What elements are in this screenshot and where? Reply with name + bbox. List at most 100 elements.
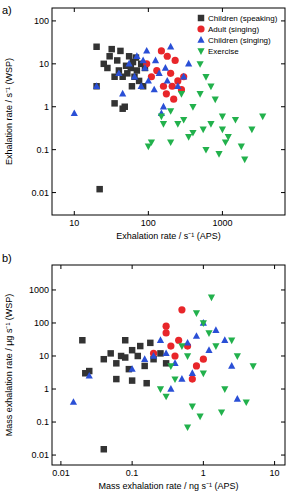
point [212, 96, 219, 103]
x-axis-title: Exhalation rate / s⁻¹ (APS) [116, 231, 221, 241]
point [178, 91, 185, 98]
point [167, 363, 174, 370]
point [157, 386, 164, 393]
x-tick-top [203, 265, 204, 269]
y-tick-label: 0.1 [36, 417, 49, 427]
point [96, 186, 102, 192]
point [180, 117, 187, 124]
plot-frame [52, 8, 285, 215]
point [111, 100, 117, 106]
point [138, 82, 145, 89]
point [163, 329, 170, 336]
point [167, 139, 174, 146]
y-tick [52, 289, 56, 290]
x-tick [148, 211, 149, 215]
y-tick-label: 1000 [29, 285, 49, 295]
point [163, 394, 170, 401]
point [215, 151, 222, 158]
point [170, 96, 177, 103]
point [117, 48, 123, 54]
point [222, 139, 229, 146]
point [167, 108, 174, 115]
x-tick-label: 0.01 [52, 468, 70, 478]
figure: a)1010010000.010.1110100Exhalation rate … [0, 0, 293, 500]
point [164, 53, 171, 60]
x-tick-label: 1 [201, 468, 206, 478]
point [259, 114, 266, 121]
point [200, 371, 207, 378]
points [71, 43, 267, 193]
legend: Children (speaking)Adult (singing)Childr… [197, 14, 277, 56]
x-tick-top [132, 265, 133, 269]
point [106, 53, 112, 59]
y-tick-right [281, 322, 285, 323]
point [133, 52, 140, 59]
panel-label: a) [2, 4, 12, 16]
point [207, 84, 214, 91]
point [157, 350, 163, 356]
point [163, 323, 170, 330]
point [141, 363, 147, 369]
legend-marker [198, 15, 204, 21]
point [70, 398, 77, 405]
plot-frame [52, 265, 285, 465]
point [174, 121, 181, 128]
y-tick [52, 355, 56, 356]
point [151, 86, 158, 93]
point [171, 352, 178, 359]
y-tick-right [281, 20, 285, 21]
point [180, 73, 187, 80]
point [189, 130, 196, 137]
point [175, 337, 182, 344]
point [234, 353, 241, 360]
point [147, 340, 153, 346]
y-tick-right [281, 63, 285, 64]
legend-marker [197, 48, 204, 55]
legend-label: Children (singing) [208, 36, 271, 45]
point [219, 114, 226, 121]
point [207, 121, 214, 128]
point [104, 65, 110, 71]
point [157, 336, 164, 343]
y-tick-label: 0.01 [31, 450, 49, 460]
y-tick-right [281, 106, 285, 107]
point [79, 337, 85, 343]
y-tick [52, 20, 56, 21]
y-axis-title: Mass exhalation rate / μg s⁻¹ (WSP) [4, 294, 14, 437]
y-tick-label: 100 [34, 16, 49, 26]
point [113, 376, 119, 382]
point [101, 446, 107, 452]
x-tick-top [222, 8, 223, 12]
legend-marker [197, 25, 204, 32]
point [163, 90, 170, 97]
point [115, 69, 122, 76]
point [141, 64, 148, 71]
point [93, 83, 99, 89]
point [193, 362, 200, 369]
point [129, 83, 135, 89]
point [163, 349, 170, 356]
point [197, 414, 204, 421]
y-tick [52, 455, 56, 456]
point [141, 355, 148, 362]
point [189, 404, 196, 411]
point [189, 369, 196, 376]
x-tick [274, 461, 275, 465]
point [107, 350, 113, 356]
point [243, 399, 250, 406]
point [160, 103, 167, 110]
point [171, 376, 178, 383]
x-tick-label: 100 [141, 218, 156, 228]
point [152, 56, 159, 63]
point [184, 339, 191, 346]
point [212, 326, 219, 333]
y-tick-label: 1 [44, 102, 49, 112]
y-tick-label: 1 [44, 384, 49, 394]
point [158, 114, 165, 121]
y-tick-right [281, 192, 285, 193]
y-tick-right [281, 389, 285, 390]
point [143, 380, 149, 386]
x-tick-label: 10 [270, 468, 280, 478]
x-tick-label: 0.1 [126, 468, 139, 478]
point [167, 385, 174, 392]
